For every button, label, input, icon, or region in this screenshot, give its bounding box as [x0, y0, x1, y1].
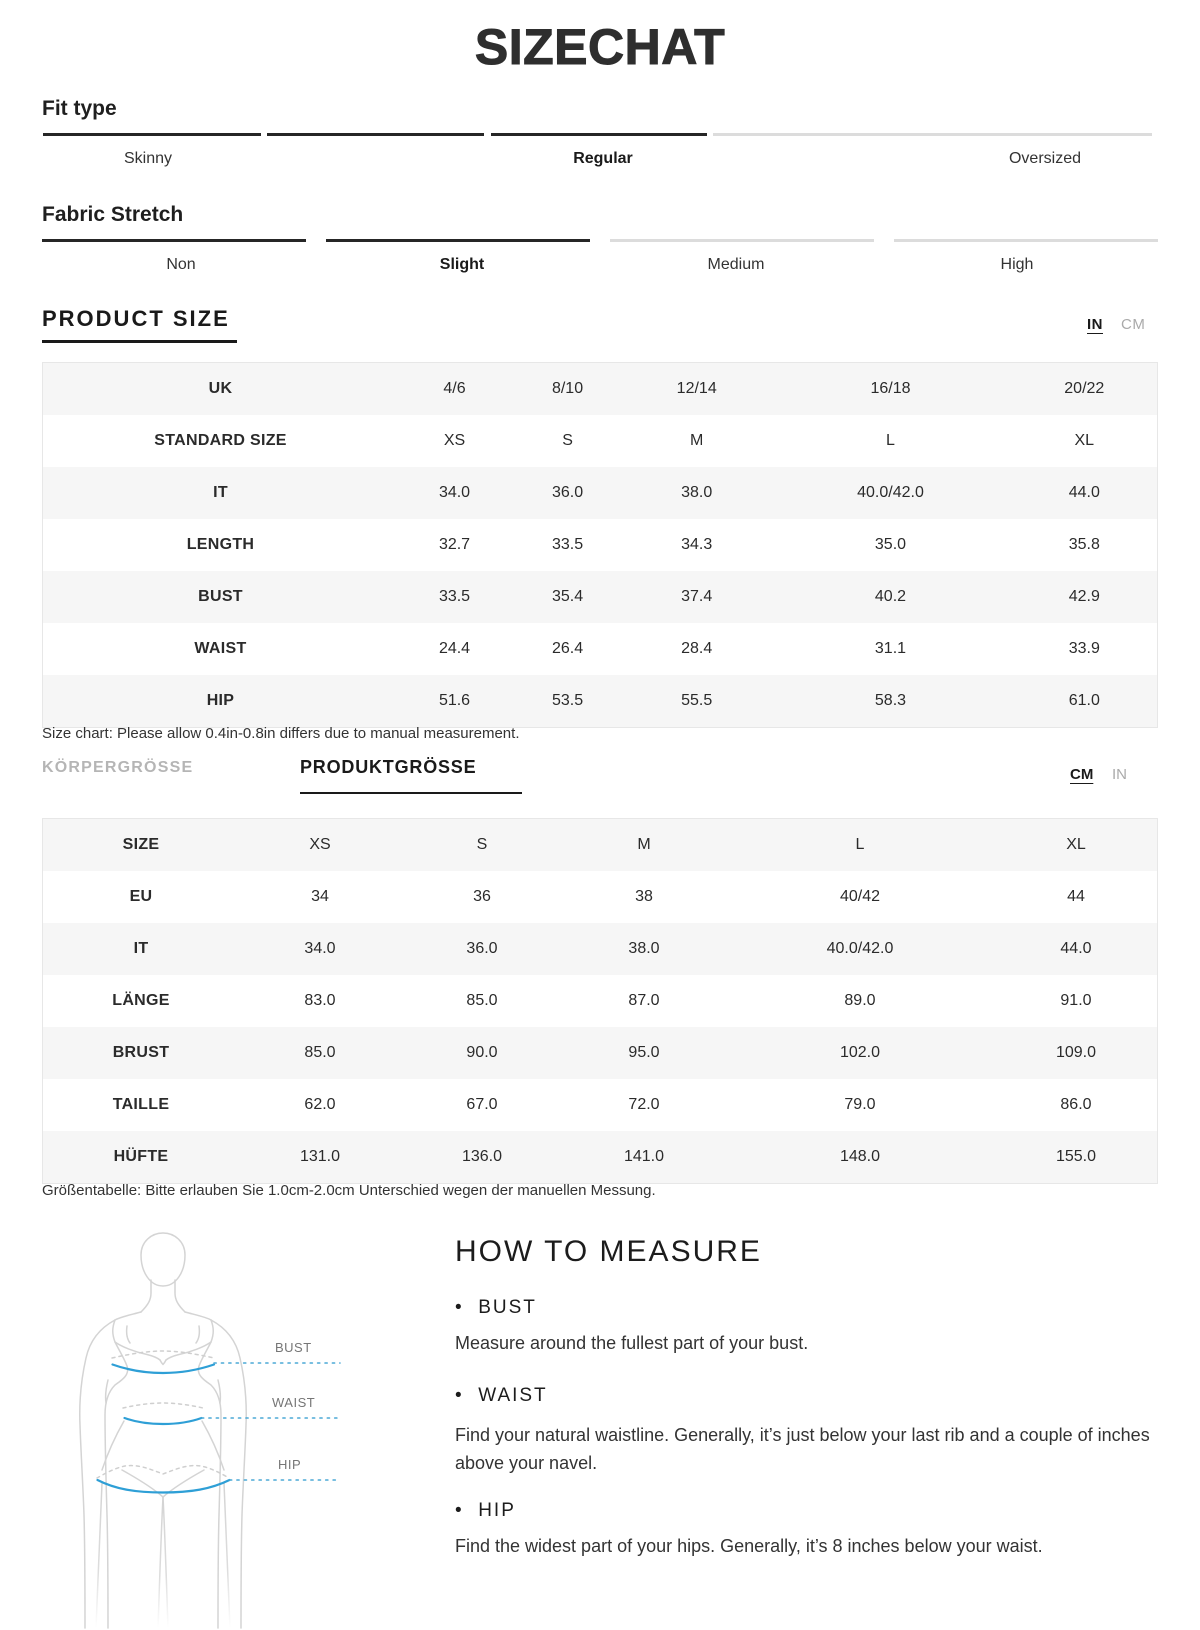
svg-text:BUST: BUST: [275, 1340, 312, 1355]
svg-text:HIP: HIP: [278, 1457, 301, 1472]
svg-text:WAIST: WAIST: [272, 1395, 315, 1410]
